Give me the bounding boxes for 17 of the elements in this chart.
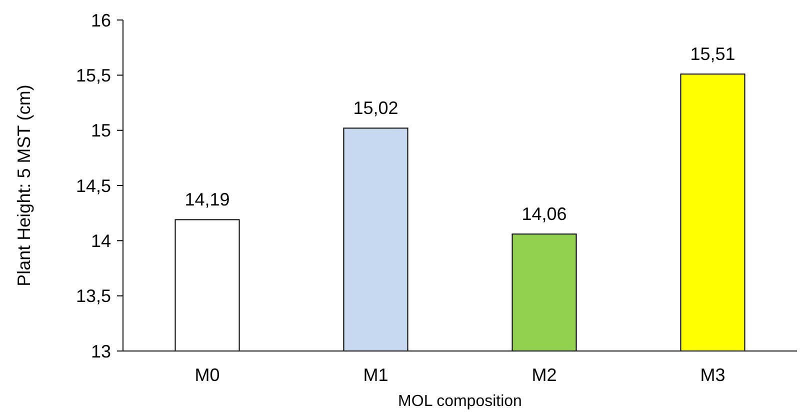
y-tick-label: 15: [90, 120, 111, 141]
x-axis-title: MOL composition: [398, 393, 522, 410]
data-label: 15,02: [353, 98, 398, 118]
data-label: 14,19: [184, 190, 230, 210]
y-axis-title: Plant Height: 5 MST (cm): [14, 84, 34, 286]
y-tick-label: 14: [90, 230, 111, 251]
y-tick-label: 13: [90, 341, 111, 362]
x-tick-label: M3: [700, 365, 726, 385]
y-tick-label: 15,5: [76, 65, 111, 86]
y-tick-label: 13,5: [76, 286, 111, 306]
y-tick-label: 14,5: [76, 176, 111, 196]
x-tick-label: M2: [532, 365, 557, 385]
data-label: 15,51: [690, 44, 736, 64]
y-tick-label: 16: [90, 10, 111, 30]
x-tick-label: M1: [363, 365, 388, 385]
data-label: 14,06: [522, 204, 567, 224]
x-tick-label: M0: [194, 365, 220, 385]
